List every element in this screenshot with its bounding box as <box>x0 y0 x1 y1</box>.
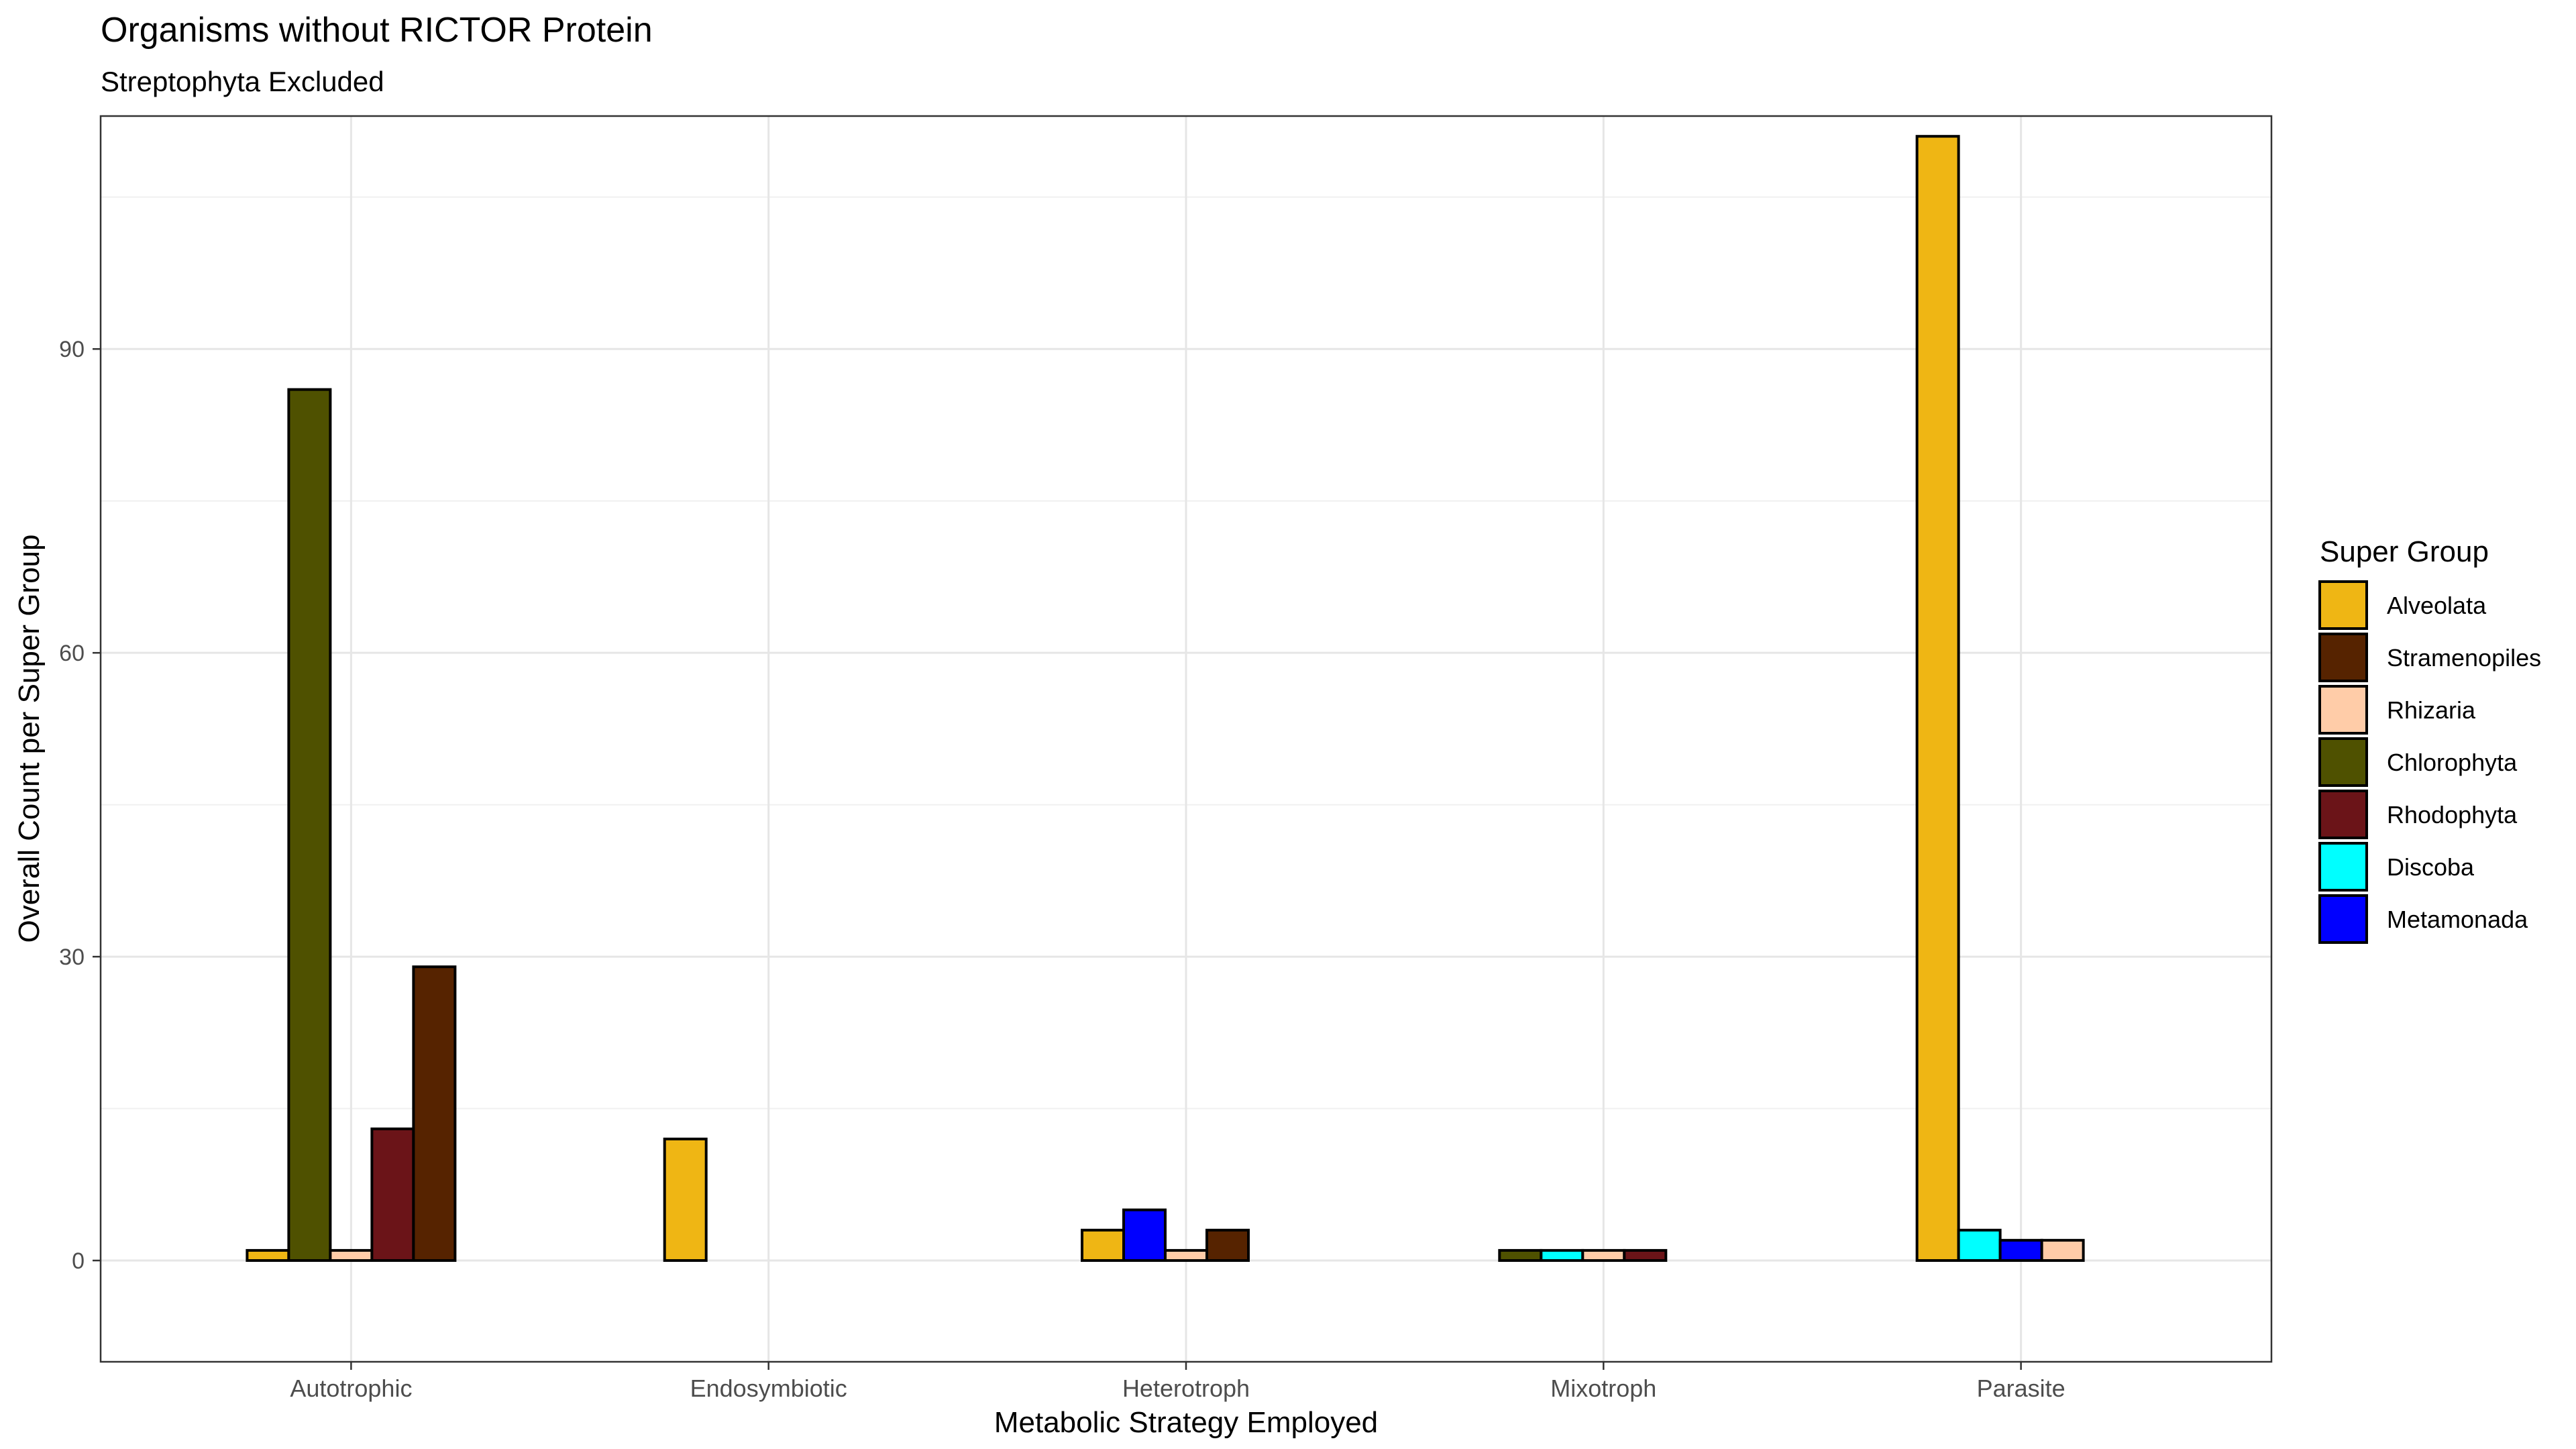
legend-label-rhodophyta: Rhodophyta <box>2387 801 2518 828</box>
legend-label-metamonada: Metamonada <box>2387 906 2528 933</box>
chart-subtitle: Streptophyta Excluded <box>101 66 384 97</box>
x-tick-label-mixotroph: Mixotroph <box>1550 1375 1656 1402</box>
bar-heterotroph-metamonada <box>1122 1208 1167 1263</box>
major-gridlines <box>101 116 2271 1362</box>
y-tick-label: 30 <box>59 945 85 970</box>
bar-autotrophic-alveolata <box>246 1248 290 1263</box>
bar-autotrophic-stramenopiles <box>412 965 457 1263</box>
chart-title: Organisms without RICTOR Protein <box>101 11 653 50</box>
y-tick-label: 0 <box>72 1248 85 1274</box>
y-axis: 0 30 60 90 <box>59 337 101 1274</box>
bar-autotrophic-rhizaria <box>329 1248 374 1263</box>
legend-key-rhodophyta <box>2318 790 2368 839</box>
bar-heterotroph-alveolata <box>1081 1228 1125 1263</box>
bar-autotrophic-rhodophyta <box>370 1127 415 1263</box>
legend-label-discoba: Discoba <box>2387 853 2475 881</box>
y-tick-label: 60 <box>59 641 85 666</box>
bar-mixotroph-discoba <box>1540 1248 1585 1263</box>
bar-heterotroph-rhizaria <box>1164 1248 1208 1263</box>
legend-title: Super Group <box>2320 535 2489 568</box>
bar-parasite-alveolata <box>1915 135 1960 1263</box>
legend-label-alveolata: Alveolata <box>2387 592 2487 619</box>
bar-autotrophic-chlorophyta <box>287 388 332 1263</box>
x-tick-label-endosymbiotic: Endosymbiotic <box>690 1375 847 1402</box>
legend-key-alveolata <box>2318 580 2368 630</box>
bars <box>246 135 2085 1263</box>
legend-key-stramenopiles <box>2318 633 2368 682</box>
bar-parasite-metamonada <box>1998 1238 2043 1263</box>
legend-label-rhizaria: Rhizaria <box>2387 696 2476 724</box>
bar-mixotroph-chlorophyta <box>1498 1248 1543 1263</box>
legend-key-metamonada <box>2318 894 2368 944</box>
bar-heterotroph-stramenopiles <box>1205 1228 1250 1263</box>
legend-label-stramenopiles: Stramenopiles <box>2387 644 2541 672</box>
bar-mixotroph-rhodophyta <box>1623 1248 1668 1263</box>
bar-endosymbiotic-alveolata <box>663 1137 708 1263</box>
x-tick-label-heterotroph: Heterotroph <box>1122 1375 1250 1402</box>
legend: Super Group Alveolata Stramenopiles Rhizar… <box>2318 535 2541 944</box>
x-tick-label-autotrophic: Autotrophic <box>290 1375 412 1402</box>
bar-mixotroph-rhizaria <box>1581 1248 1626 1263</box>
bar-parasite-discoba <box>1957 1228 2002 1263</box>
x-tick-label-parasite: Parasite <box>1977 1375 2065 1402</box>
y-axis-title: Overall Count per Super Group <box>13 535 46 943</box>
bar-parasite-rhizaria <box>2040 1238 2085 1263</box>
legend-key-discoba <box>2318 842 2368 892</box>
x-axis: Autotrophic Endosymbiotic Heterotroph Mixot… <box>290 1362 2065 1402</box>
x-axis-title: Metabolic Strategy Employed <box>994 1406 1378 1439</box>
y-tick-label: 90 <box>59 337 85 362</box>
legend-label-chlorophyta: Chlorophyta <box>2387 749 2518 776</box>
legend-key-chlorophyta <box>2318 737 2368 787</box>
legend-key-rhizaria <box>2318 685 2368 735</box>
